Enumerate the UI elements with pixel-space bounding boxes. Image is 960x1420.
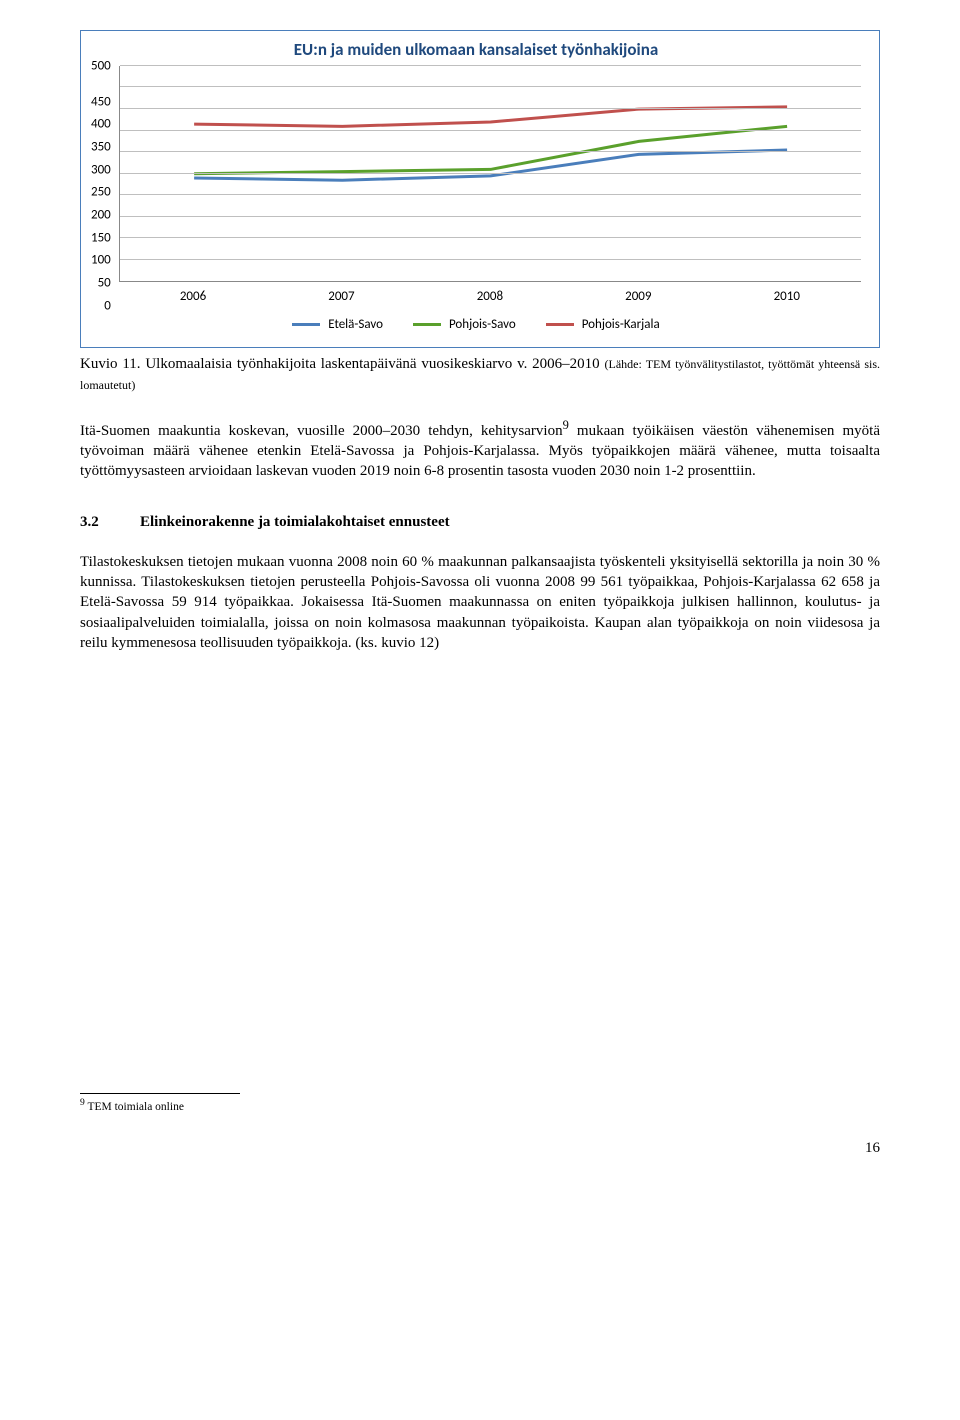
series-line (194, 126, 787, 173)
section-number: 3.2 (80, 512, 140, 532)
y-tick: 300 (91, 163, 111, 176)
gridline (120, 173, 861, 174)
section-heading: 3.2 Elinkeinorakenne ja toimialakohtaise… (80, 512, 880, 532)
series-line (194, 150, 787, 180)
gridline (120, 151, 861, 152)
legend-item: Pohjois-Karjala (546, 316, 660, 334)
chart-title: EU:n ja muiden ulkomaan kansalaiset työn… (91, 39, 861, 62)
legend-swatch (413, 323, 441, 326)
gridline (120, 194, 861, 195)
legend-item: Pohjois-Savo (413, 316, 516, 334)
gridline (120, 259, 861, 260)
legend-label: Pohjois-Karjala (582, 316, 660, 334)
series-line (194, 107, 787, 126)
caption-main: Kuvio 11. Ulkomaalaisia työnhakijoita la… (80, 356, 605, 372)
chart-container: EU:n ja muiden ulkomaan kansalaiset työn… (80, 30, 880, 348)
gridline (120, 130, 861, 131)
paragraph-2: Tilastokeskuksen tietojen mukaan vuonna … (80, 552, 880, 653)
legend-item: Etelä-Savo (292, 316, 383, 334)
chart-legend: Etelä-Savo Pohjois-Savo Pohjois-Karjala (91, 316, 861, 334)
para1-part1: Itä-Suomen maakuntia koskevan, vuosille … (80, 423, 563, 439)
page-number: 16 (80, 1138, 880, 1158)
legend-swatch (292, 323, 320, 326)
x-tick: 2010 (713, 288, 861, 306)
x-axis: 20062007200820092010 (119, 282, 861, 306)
y-tick: 400 (91, 118, 111, 131)
section-title: Elinkeinorakenne ja toimialakohtaiset en… (140, 512, 450, 532)
x-tick: 2008 (416, 288, 564, 306)
gridline (120, 237, 861, 238)
footnote-text: TEM toimiala online (85, 1101, 184, 1113)
gridline (120, 86, 861, 87)
y-tick: 50 (98, 277, 111, 290)
gridline (120, 108, 861, 109)
y-tick: 500 (91, 59, 111, 72)
x-tick: 2007 (267, 288, 415, 306)
paragraph-1: Itä-Suomen maakuntia koskevan, vuosille … (80, 417, 880, 482)
y-tick: 100 (91, 254, 111, 267)
legend-label: Pohjois-Savo (449, 316, 516, 334)
y-tick: 250 (91, 186, 111, 199)
gridline (120, 65, 861, 66)
legend-label: Etelä-Savo (328, 316, 383, 334)
legend-swatch (546, 323, 574, 326)
footnote: 9 TEM toimiala online (80, 1097, 880, 1115)
x-tick: 2006 (119, 288, 267, 306)
chart-plot: 500450400350300250200150100500 200620072… (91, 66, 861, 306)
y-tick: 200 (91, 209, 111, 222)
y-axis: 500450400350300250200150100500 (91, 66, 119, 306)
y-tick: 450 (91, 95, 111, 108)
figure-caption: Kuvio 11. Ulkomaalaisia työnhakijoita la… (80, 354, 880, 395)
y-tick: 350 (91, 141, 111, 154)
plot-area (119, 66, 861, 282)
y-tick: 0 (104, 299, 111, 312)
gridline (120, 216, 861, 217)
footnote-rule (80, 1093, 240, 1094)
x-tick: 2009 (564, 288, 712, 306)
y-tick: 150 (91, 231, 111, 244)
